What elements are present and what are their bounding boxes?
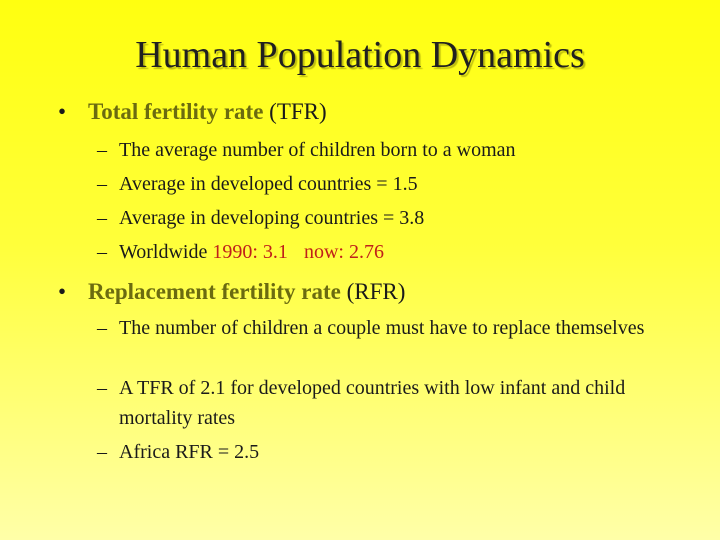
sub-item-marker: – <box>97 317 107 339</box>
sub-item-text: Average in developing countries = 3.8 <box>119 207 425 229</box>
sub-item-text: A TFR of 2.1 for developed countries wit… <box>119 377 626 429</box>
bullet-tfr: • Total fertility rate (TFR) <box>58 98 327 126</box>
sub-item-marker: – <box>97 173 107 195</box>
bullet-marker: • <box>58 279 67 304</box>
sub-item: – Africa RFR = 2.5 <box>97 437 649 467</box>
sub-item: – Average in developed countries = 1.5 <box>97 170 418 198</box>
bullet-marker: • <box>58 99 67 124</box>
sub-item-marker: – <box>97 207 107 229</box>
page-title: Human Population Dynamics <box>135 34 585 76</box>
bullet-term: Total fertility rate <box>88 99 264 124</box>
value-1990: 1990: 3.1 <box>212 241 288 263</box>
sub-item-marker: – <box>97 241 107 263</box>
sub-item: – A TFR of 2.1 for developed countries wi… <box>97 373 649 433</box>
sub-item-text: Average in developed countries = 1.5 <box>119 173 418 195</box>
sub-item-marker: – <box>97 441 107 463</box>
sub-item-text: The number of children a couple must hav… <box>119 317 645 339</box>
sub-item-text: The average number of children born to a… <box>119 139 516 161</box>
sub-item: – The average number of children born to … <box>97 136 516 164</box>
sub-item: – The number of children a couple must ha… <box>97 313 649 343</box>
bullet-term: Replacement fertility rate <box>88 279 341 304</box>
sub-item-text: Worldwide <box>119 241 208 263</box>
bullet-rfr: • Replacement fertility rate (RFR) <box>58 278 405 306</box>
bullet-abbrev: (RFR) <box>346 279 406 304</box>
value-now: now: 2.76 <box>303 241 384 263</box>
bullet-abbrev: (TFR) <box>269 99 327 124</box>
sub-item-marker: – <box>97 139 107 161</box>
sub-item: – Average in developing countries = 3.8 <box>97 204 425 232</box>
sub-item-marker: – <box>97 377 107 399</box>
sub-item-text: Africa RFR = 2.5 <box>119 441 260 463</box>
sub-item: – Worldwide 1990: 3.1 now: 2.76 <box>97 238 384 266</box>
